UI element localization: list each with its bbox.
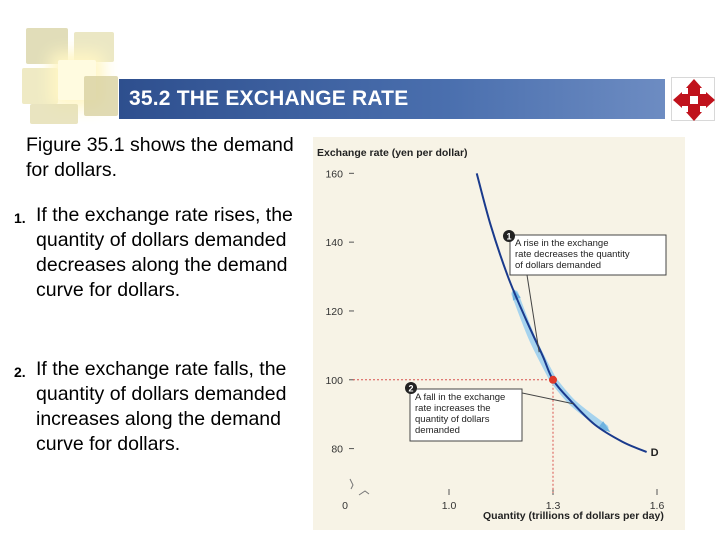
fall-movement-highlight bbox=[549, 376, 609, 432]
demand-curve-line bbox=[475, 173, 647, 453]
x-tick-label-1.6: 1.6 bbox=[650, 500, 665, 512]
annotation-2-line-4: demanded bbox=[415, 425, 460, 436]
annotation-2-line-3: quantity of dollars bbox=[415, 414, 490, 425]
annotation-1-line-2: rate decreases the quantity bbox=[515, 249, 630, 260]
annotation-1-line-1: A rise in the exchange bbox=[515, 238, 608, 249]
annotation-2-line-2: rate increases the bbox=[415, 403, 491, 414]
equilibrium-point bbox=[549, 375, 557, 384]
y-tick-label-80: 80 bbox=[331, 444, 343, 456]
point-2-number: 2. bbox=[14, 364, 26, 380]
x-tick-label-0: 0 bbox=[342, 500, 348, 512]
x-axis-break-mark bbox=[358, 490, 370, 496]
annotation-1-line-3: of dollars demanded bbox=[515, 260, 601, 271]
annotation-2-line-1: A fall in the exchange bbox=[415, 392, 505, 403]
point-2-text: If the exchange rate falls, the quantity… bbox=[36, 358, 287, 455]
point-2: 2. If the exchange rate falls, the quant… bbox=[14, 357, 319, 457]
annotation-1-box bbox=[509, 234, 667, 276]
annotation-1-badge-number: 1 bbox=[506, 232, 511, 242]
annotation-2-badge-number: 2 bbox=[408, 384, 413, 394]
y-tick-label-100: 100 bbox=[325, 375, 343, 387]
title-bar: 35.2 THE EXCHANGE RATE bbox=[119, 79, 665, 119]
annotation-2-box bbox=[409, 388, 523, 442]
y-axis-break-mark bbox=[349, 478, 354, 490]
point-1-number: 1. bbox=[14, 210, 26, 226]
point-1: 1. If the exchange rate rises, the quant… bbox=[14, 203, 319, 303]
fall-movement-highlight-arrow bbox=[598, 421, 611, 433]
demand-curve-label: D bbox=[651, 447, 659, 459]
x-axis-title: Quantity (trillions of dollars per day) bbox=[483, 510, 664, 522]
intro-text: Figure 35.1 shows the demand for dollars… bbox=[26, 134, 294, 181]
annotation-1-leader bbox=[526, 274, 540, 353]
page-title: 35.2 THE EXCHANGE RATE bbox=[129, 87, 409, 110]
chart-panel: Exchange rate (yen per dollar) Quantity … bbox=[313, 137, 685, 530]
x-tick-label-1.0: 1.0 bbox=[442, 500, 457, 512]
nav-button[interactable] bbox=[671, 77, 715, 121]
y-tick-label-120: 120 bbox=[325, 306, 343, 318]
four-arrow-cross-icon bbox=[673, 79, 715, 121]
y-tick-label-160: 160 bbox=[325, 168, 343, 180]
point-1-text: If the exchange rate rises, the quantity… bbox=[36, 204, 293, 301]
x-tick-label-1.3: 1.3 bbox=[546, 500, 561, 512]
logo-graphic bbox=[22, 28, 120, 124]
y-axis-title: Exchange rate (yen per dollar) bbox=[317, 147, 468, 159]
demand-curve-chart: Exchange rate (yen per dollar) Quantity … bbox=[317, 147, 667, 522]
y-tick-label-140: 140 bbox=[325, 237, 343, 249]
annotation-1-badge bbox=[503, 230, 515, 242]
annotation-2-badge bbox=[405, 382, 417, 394]
